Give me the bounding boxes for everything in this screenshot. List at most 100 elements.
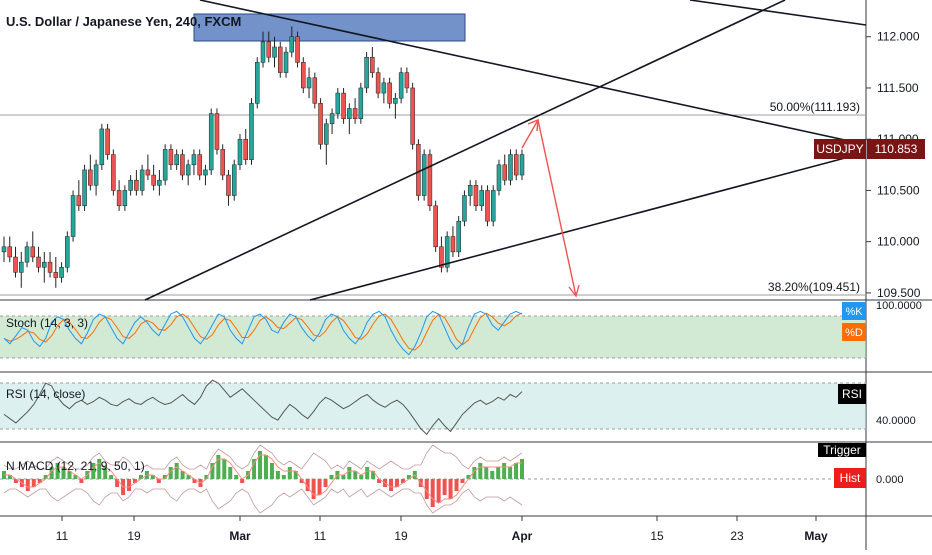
projection-arrow-down[interactable] — [537, 119, 577, 297]
macd-hist-bar — [25, 479, 30, 491]
hist-badge — [834, 468, 866, 488]
candle-body — [226, 174, 231, 196]
macd-hist-bar — [79, 479, 84, 483]
candle-body — [364, 56, 369, 89]
macd-hist-bar — [490, 471, 495, 479]
candle-body — [82, 169, 87, 207]
macd-hist-bar — [252, 459, 257, 479]
candle-body — [88, 169, 93, 186]
candle-body — [439, 246, 444, 268]
stoch-k-label: %K — [845, 306, 863, 318]
candle-body — [283, 51, 289, 73]
macd-hist-bar — [258, 451, 263, 479]
candle-body — [387, 82, 392, 104]
time-tick-label: 11 — [314, 529, 327, 543]
fib-382-label: 38.20%(109.451) — [768, 280, 860, 294]
macd-hist-bar — [210, 463, 215, 479]
price-axis-ticks: 112.000111.500111.000110.500110.000109.5… — [866, 30, 921, 300]
macd-hist-bar — [293, 471, 298, 479]
candle-body — [370, 56, 375, 73]
macd-hist-bar — [263, 455, 268, 479]
macd-hist-bar — [156, 479, 161, 483]
candle-body — [42, 261, 47, 268]
stoch-k-line — [3, 310, 523, 356]
candle-body — [456, 220, 461, 253]
candle-body — [128, 179, 133, 191]
channel-line-lower[interactable] — [309, 157, 846, 301]
candle-body — [174, 154, 179, 166]
last-price-badge — [867, 139, 925, 159]
macd-hist-bar — [13, 479, 18, 483]
candle-body — [197, 154, 202, 176]
stoch-band — [0, 316, 866, 358]
candle-body — [19, 261, 24, 273]
candle-body — [358, 87, 364, 119]
stoch-label: Stoch (14, 3, 3) — [6, 316, 88, 330]
candle-body — [249, 103, 254, 160]
candle-body — [467, 185, 473, 196]
candle-body — [65, 236, 70, 268]
macd-group — [2, 444, 524, 514]
candle-body — [47, 261, 53, 273]
macd-hist-bar — [520, 459, 524, 479]
time-tick-label: 19 — [394, 529, 408, 543]
macd-hist-bar — [67, 471, 72, 479]
macd-lower-envelope — [3, 488, 523, 514]
trendline-top-right[interactable] — [689, 0, 867, 26]
candle-body — [191, 154, 197, 166]
macd-hist-bar — [460, 479, 465, 483]
macd-hist-bar — [240, 479, 245, 483]
macd-hist-bar — [132, 479, 137, 483]
macd-hist-bar — [496, 467, 501, 479]
time-axis-ticks: 11 19 Mar 11 19 Apr 15 23 May — [56, 516, 828, 543]
candle-body — [416, 144, 421, 196]
symbol-badge — [814, 139, 866, 159]
rsi-badge — [838, 384, 866, 404]
macd-hist-bar — [454, 479, 459, 491]
macd-hist-bar — [204, 475, 209, 479]
candle-body — [341, 92, 346, 119]
candle-body — [30, 246, 36, 258]
candle-body — [99, 128, 105, 166]
macd-hist-bar — [478, 463, 483, 479]
macd-hist-bar — [97, 459, 102, 479]
macd-hist-bar — [281, 475, 286, 479]
candle-body — [70, 195, 76, 237]
macd-hist-bar — [103, 467, 108, 479]
macd-hist-bar — [371, 471, 376, 479]
candle-body — [375, 72, 381, 94]
macd-hist-bar — [466, 475, 471, 479]
macd-hist-bar — [323, 479, 328, 487]
candle-body — [329, 113, 335, 125]
macd-hist-bar — [484, 467, 489, 479]
candle-body — [324, 123, 329, 145]
candle-body — [404, 72, 410, 89]
projection-arrow-up[interactable] — [521, 119, 539, 149]
macd-hist-bar — [448, 479, 453, 499]
macd-hist-bar — [353, 471, 358, 479]
stoch-k-badge — [842, 302, 866, 320]
macd-hist-bar — [43, 475, 48, 479]
candle-body — [36, 256, 41, 268]
rsi-band — [0, 383, 866, 429]
candle-body — [496, 164, 502, 191]
symbol-badge-label: USDJPY — [816, 142, 863, 156]
time-tick-label: 23 — [730, 529, 744, 543]
macd-hist-bar — [317, 479, 322, 495]
macd-hist-bar — [311, 479, 316, 499]
macd-hist-bar — [180, 471, 185, 479]
macd-hist-bar — [234, 475, 239, 479]
macd-hist-bar — [269, 463, 274, 479]
candle-body — [508, 154, 513, 181]
macd-hist-bar — [508, 467, 513, 479]
candle-body — [335, 92, 341, 114]
trendline-upper-descending[interactable] — [199, 0, 846, 141]
macd-hist-bar — [37, 479, 42, 483]
candle-body — [139, 169, 145, 191]
candle-body — [381, 82, 387, 94]
candle-body — [93, 164, 99, 186]
channel-line-upper[interactable] — [144, 0, 786, 301]
candle-body — [151, 174, 156, 186]
candle-body — [7, 246, 13, 258]
